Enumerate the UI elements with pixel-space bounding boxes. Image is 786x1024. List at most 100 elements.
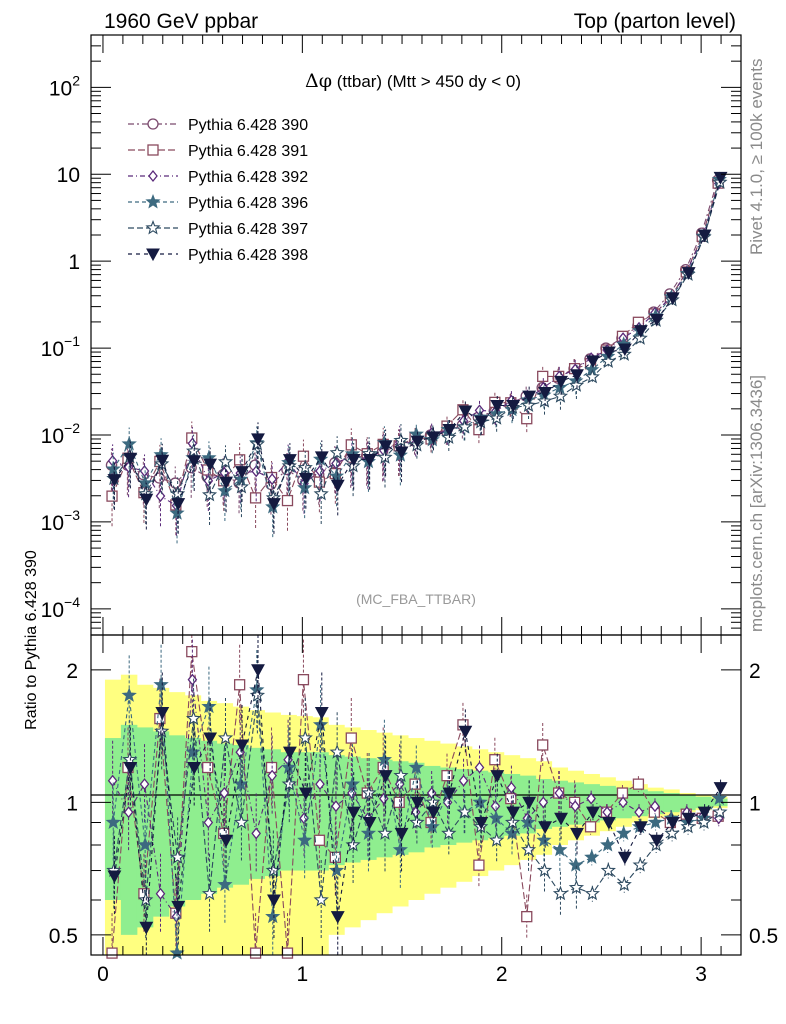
ratio-data-point xyxy=(298,787,313,801)
main-data-point xyxy=(298,473,313,486)
ratio-data-point xyxy=(536,862,553,878)
ratio-data-point xyxy=(297,674,310,686)
main-data-point xyxy=(713,171,728,185)
ratio-data-point xyxy=(458,725,473,739)
main-data-point xyxy=(187,455,202,469)
ratio-data-point xyxy=(552,841,568,857)
ratio-data-point xyxy=(632,778,645,790)
ratio-data-point xyxy=(201,885,218,901)
main-data-point xyxy=(219,476,234,490)
ratio-inner-band xyxy=(679,794,696,811)
ratio-data-point xyxy=(313,834,326,846)
ratio-data-point xyxy=(536,832,552,847)
ratio-data-point xyxy=(441,825,457,840)
main-data-point xyxy=(139,464,150,478)
ratio-data-point xyxy=(568,857,584,872)
ratio-data-point xyxy=(281,776,297,791)
ratio-data-point xyxy=(313,891,329,907)
main-data-point xyxy=(297,459,313,475)
main-data-point xyxy=(137,475,153,490)
ratio-data-point xyxy=(217,729,234,745)
ratio-data-point xyxy=(586,806,600,820)
ratio-y-tick-label: 2 xyxy=(66,660,78,683)
main-data-point xyxy=(169,477,181,489)
ratio-data-point xyxy=(328,862,345,878)
ratio-x-axis: 0 1 2 3 xyxy=(97,635,742,986)
ratio-data-point xyxy=(488,810,504,825)
ratio-data-point xyxy=(107,870,122,884)
ratio-data-point xyxy=(377,825,393,840)
legend-marker xyxy=(145,193,161,209)
plot-title: Δφ (ttbar) (Mtt > 450 dy < 0) xyxy=(305,70,521,92)
ratio-data-point xyxy=(330,911,345,924)
main-data-point xyxy=(121,435,137,451)
ratio-data-point xyxy=(155,706,170,720)
ratio-data-point xyxy=(633,821,648,834)
ratio-inner-band xyxy=(695,796,712,809)
main-data-point xyxy=(394,446,409,460)
ratio-data-point xyxy=(616,825,632,840)
ratio-data-point xyxy=(281,947,294,959)
main-data-point xyxy=(522,390,537,404)
ratio-data-point xyxy=(393,796,405,809)
main-data-point xyxy=(570,369,584,382)
ratio-frame xyxy=(90,634,742,956)
ratio-data-point xyxy=(392,841,408,857)
main-data-point xyxy=(346,453,361,467)
ratio-data-point xyxy=(584,849,600,864)
ratio-data-point xyxy=(138,891,154,907)
main-series-5 xyxy=(107,171,728,534)
legend-marker xyxy=(145,219,161,235)
ratio-data-point xyxy=(233,814,250,830)
ratio-data-point xyxy=(121,687,137,702)
ratio-data-point xyxy=(647,814,664,830)
ratio-data-point xyxy=(155,887,166,900)
main-data-point xyxy=(457,418,473,434)
ratio-plot-panel: 0.5 0.5 1 1 2 2 0 1 2 3 Ratio to Pythia 6.428 39… xyxy=(23,550,778,986)
ratio-y-axis: 0.5 0.5 1 1 2 2 xyxy=(49,660,778,948)
ratio-data-point xyxy=(426,806,441,820)
ratio-data-point xyxy=(265,908,281,924)
ratio-data-point xyxy=(329,744,345,759)
ratio-data-point xyxy=(713,782,728,795)
ratio-data-point xyxy=(139,778,150,791)
legend-label: Pythia 6.428 398 xyxy=(188,247,308,264)
main-data-point xyxy=(441,429,457,445)
ratio-series-line xyxy=(113,669,722,928)
main-data-point xyxy=(297,479,313,495)
main-y-tick-label: 1 xyxy=(68,251,80,274)
main-data-point xyxy=(506,399,521,413)
ratio-data-point xyxy=(169,945,185,960)
main-data-point xyxy=(600,353,616,369)
main-plot-panel: 10−4 10−3 10−2 10−1 1 10 102 Δφ (ttbar) (Mtt >… xyxy=(41,34,742,636)
main-y-tick-label: 10−1 xyxy=(41,333,81,361)
main-data-point xyxy=(410,435,425,449)
ratio-data-point xyxy=(522,796,537,810)
main-series-layer xyxy=(105,171,728,544)
ratio-data-point xyxy=(697,806,712,820)
ratio-data-point xyxy=(680,818,696,834)
ratio-data-point xyxy=(251,664,265,678)
ratio-data-point xyxy=(346,806,361,820)
main-data-point xyxy=(586,355,600,369)
ratio-data-point xyxy=(201,698,217,714)
main-y-tick-label: 102 xyxy=(49,72,80,100)
ratio-data-point xyxy=(506,781,517,794)
legend-marker xyxy=(147,144,159,156)
ratio-inner-band xyxy=(248,747,265,879)
ratio-data-point xyxy=(489,832,505,847)
mcplots-label: mcplots.cern.ch [arXiv:1306.3436] xyxy=(747,375,766,632)
ratio-data-point xyxy=(297,832,313,847)
main-data-point xyxy=(584,368,600,384)
ratio-data-point xyxy=(711,790,727,806)
ratio-data-point xyxy=(409,778,421,790)
main-data-point xyxy=(554,375,568,389)
main-data-point xyxy=(105,461,121,476)
main-data-point xyxy=(267,498,281,511)
main-data-point xyxy=(235,466,249,479)
main-data-point xyxy=(552,388,569,403)
ratio-data-point xyxy=(297,729,313,745)
ratio-data-point xyxy=(600,836,616,852)
ratio-data-point xyxy=(458,774,469,787)
ratio-data-point xyxy=(665,816,680,830)
